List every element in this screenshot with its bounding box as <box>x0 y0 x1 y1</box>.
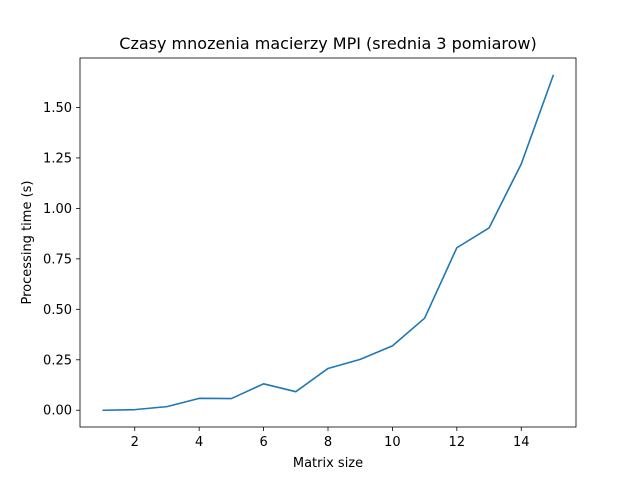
plot-area <box>102 74 555 412</box>
x-tick-label: 8 <box>324 435 332 450</box>
y-tick-label: 1.25 <box>43 151 72 166</box>
x-tick-label: 12 <box>449 435 466 450</box>
y-axis: 0.00 0.25 0.50 0.75 1.00 1.25 1.50 <box>43 101 80 419</box>
y-tick-label: 0.50 <box>43 303 72 318</box>
plot-frame <box>79 57 577 428</box>
y-tick-label: 0.00 <box>43 404 72 419</box>
x-axis: 2 4 6 8 10 12 14 <box>131 427 530 450</box>
x-axis-label: Matrix size <box>293 456 363 471</box>
y-tick-label: 1.50 <box>43 101 72 116</box>
x-tick-label: 4 <box>195 435 203 450</box>
x-tick-label: 14 <box>513 435 530 450</box>
series-line <box>102 74 555 412</box>
y-tick-label: 1.00 <box>43 202 72 217</box>
chart-title: Czasy mnozenia macierzy MPI (srednia 3 p… <box>119 34 536 53</box>
y-tick-label: 0.25 <box>43 353 72 368</box>
x-tick-label: 10 <box>384 435 401 450</box>
y-axis-label: Processing time (s) <box>20 181 35 305</box>
y-tick-label: 0.75 <box>43 252 72 267</box>
x-tick-label: 6 <box>259 435 267 450</box>
x-tick-label: 2 <box>131 435 139 450</box>
